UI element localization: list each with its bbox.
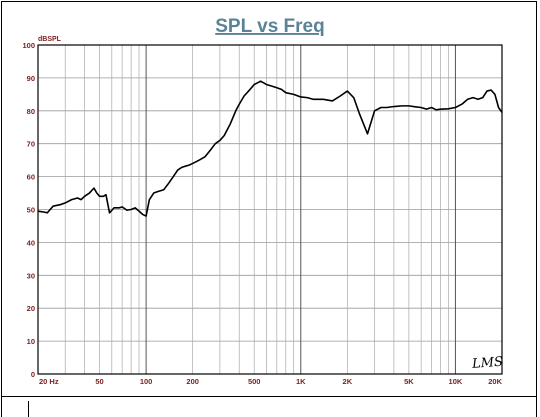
x-tick-label: 10K [449, 377, 463, 386]
x-tick-label: 2K [343, 377, 353, 386]
strip-divider [28, 401, 29, 417]
x-tick-labels: 20 Hz 50 100 200 500 1K 2K 5K 10K 20K [39, 377, 503, 386]
x-tick-label: 20K [488, 377, 502, 386]
y-tick-label: 100 [22, 41, 35, 50]
y-tick-label: 90 [27, 74, 35, 83]
y-axis-unit: dBSPL [38, 36, 62, 43]
grid [38, 45, 502, 374]
plot-area [37, 44, 503, 375]
x-tick-label: 20 Hz [39, 377, 59, 386]
x-tick-label: 1K [296, 377, 306, 386]
y-tick-label: 80 [27, 107, 35, 116]
y-tick-label: 10 [27, 337, 35, 346]
y-tick-label: 20 [27, 304, 35, 313]
y-tick-label: 40 [27, 238, 35, 247]
series-line [37, 80, 503, 217]
x-tick-label: 100 [140, 377, 153, 386]
x-tick-label: 500 [248, 377, 261, 386]
lms-signature: LMS [471, 355, 504, 372]
y-tick-label: 70 [27, 140, 35, 149]
y-tick-label: 0 [31, 370, 35, 379]
chart-title: SPL vs Freq [215, 16, 324, 37]
y-tick-label: 50 [27, 206, 35, 215]
x-tick-label: 200 [186, 377, 199, 386]
y-tick-label: 30 [27, 271, 35, 280]
y-tick-labels: 0 10 20 30 40 50 60 70 80 90 100 [22, 41, 35, 379]
y-tick-label: 60 [27, 173, 35, 182]
x-tick-label: 5K [404, 377, 414, 386]
bottom-strip [1, 397, 537, 417]
chart-frame [1, 1, 537, 397]
x-tick-label: 50 [95, 377, 103, 386]
